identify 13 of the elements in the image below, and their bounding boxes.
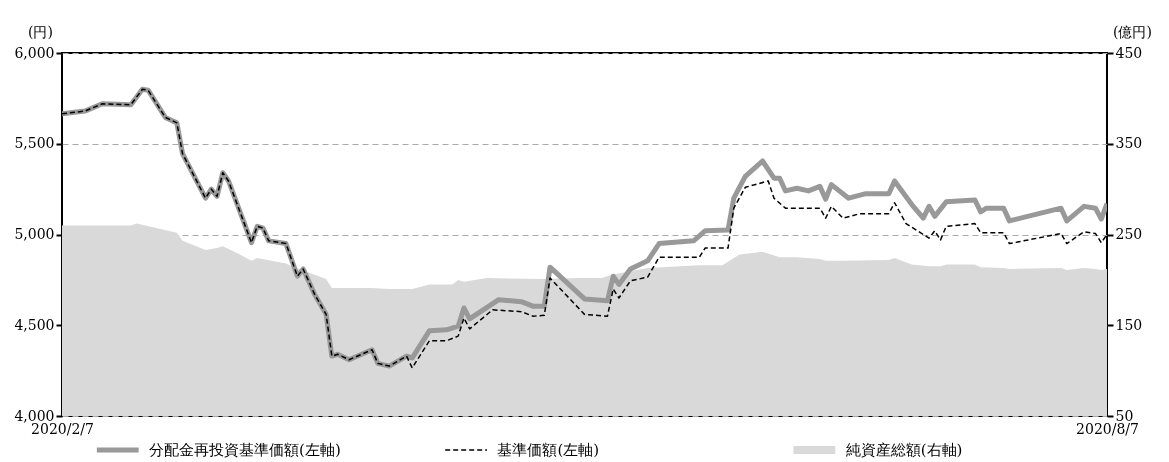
y-axis-title: (円) — [28, 23, 53, 40]
legend-label: 基準価額(左軸) — [497, 441, 600, 459]
y-tick-label: 6,000 — [14, 44, 55, 61]
y2-tick-label: 150 — [1115, 316, 1143, 333]
y2-tick-label: 350 — [1115, 135, 1143, 152]
y-tick-label: 4,500 — [14, 316, 55, 333]
legend-label: 分配金再投資基準価額(左軸) — [149, 441, 341, 459]
y2-tick-label: 250 — [1115, 226, 1143, 242]
y-tick-label: 5,500 — [14, 135, 55, 152]
y-tick-label: 5,000 — [14, 226, 55, 242]
y2-tick-label: 450 — [1115, 44, 1143, 61]
y2-axis-title: (億円) — [1113, 23, 1152, 40]
legend-label: 純資産総額(右軸) — [845, 441, 963, 459]
